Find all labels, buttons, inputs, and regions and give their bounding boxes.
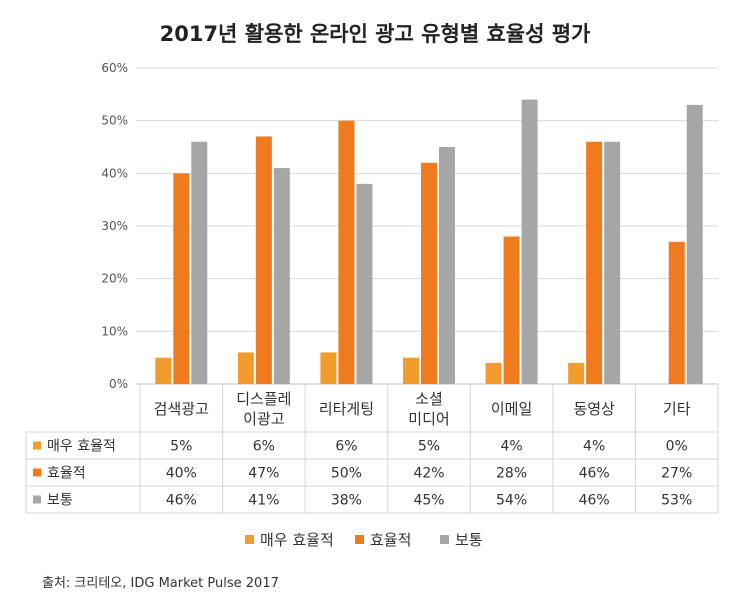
bar bbox=[403, 357, 419, 384]
chart-title: 2017년 활용한 온라인 광고 유형별 효율성 평가 bbox=[159, 22, 591, 46]
category-label: 동영상 bbox=[573, 400, 615, 418]
legend-label: 효율적 bbox=[370, 531, 411, 549]
data-label: 45% bbox=[413, 493, 444, 509]
data-label: 5% bbox=[418, 439, 440, 455]
data-label: 46% bbox=[166, 493, 197, 509]
data-label: 27% bbox=[661, 466, 692, 482]
bar bbox=[155, 357, 172, 384]
data-label: 41% bbox=[248, 493, 279, 509]
data-label: 38% bbox=[331, 493, 362, 509]
bar bbox=[421, 162, 437, 384]
y-tick-label: 40% bbox=[101, 166, 128, 180]
y-tick-label: 60% bbox=[101, 61, 128, 75]
data-label: 42% bbox=[413, 466, 444, 482]
bar bbox=[237, 352, 254, 384]
data-label: 6% bbox=[335, 439, 357, 455]
data-label: 40% bbox=[166, 466, 197, 482]
data-label: 50% bbox=[331, 466, 362, 482]
legend-key bbox=[440, 535, 449, 544]
bar bbox=[338, 120, 355, 385]
legend-key bbox=[355, 535, 364, 544]
data-label: 6% bbox=[253, 439, 275, 455]
table-legend-key bbox=[33, 468, 41, 477]
y-tick-label: 30% bbox=[101, 219, 128, 233]
category-label: 디스플레 bbox=[236, 390, 291, 408]
data-label: 4% bbox=[500, 439, 522, 455]
bar bbox=[255, 136, 272, 384]
bar bbox=[503, 236, 520, 384]
bar bbox=[191, 141, 208, 384]
bar bbox=[320, 352, 337, 384]
legend-label: 보통 bbox=[455, 531, 483, 549]
data-label: 47% bbox=[248, 466, 279, 482]
bar bbox=[173, 173, 190, 384]
category-label: 리타게팅 bbox=[319, 400, 374, 418]
bar bbox=[273, 168, 290, 384]
bar bbox=[439, 147, 455, 384]
data-label: 4% bbox=[583, 439, 605, 455]
source-note: 출처: 크리테오, IDG Market Pulse 2017 bbox=[42, 576, 279, 591]
category-label: 소셜 bbox=[415, 390, 443, 408]
category-label: 검색광고 bbox=[154, 400, 209, 418]
bar bbox=[568, 362, 585, 384]
bar bbox=[485, 362, 502, 384]
data-label: 46% bbox=[579, 466, 610, 482]
legend-key bbox=[245, 535, 254, 544]
data-label: 53% bbox=[661, 493, 692, 509]
bar bbox=[356, 183, 373, 384]
data-label: 5% bbox=[170, 439, 192, 455]
category-label: 이광고 bbox=[243, 410, 284, 428]
series-name: 효율적 bbox=[47, 466, 86, 482]
bar bbox=[686, 104, 703, 384]
data-label: 0% bbox=[666, 439, 688, 455]
table-legend-key bbox=[33, 441, 41, 450]
series-name: 매우 효율적 bbox=[47, 439, 116, 455]
bar bbox=[586, 141, 603, 384]
data-label: 46% bbox=[579, 493, 610, 509]
y-tick-label: 50% bbox=[101, 114, 128, 128]
legend-label: 매우 효율적 bbox=[260, 531, 334, 549]
y-tick-label: 10% bbox=[101, 324, 128, 338]
bar bbox=[604, 141, 621, 384]
table-legend-key bbox=[33, 495, 41, 504]
category-label: 이메일 bbox=[491, 400, 532, 418]
y-tick-label: 20% bbox=[101, 272, 128, 286]
y-tick-label: 0% bbox=[109, 377, 128, 391]
data-label: 28% bbox=[496, 466, 527, 482]
bar bbox=[668, 241, 685, 384]
bar bbox=[521, 99, 538, 384]
data-label: 54% bbox=[496, 493, 527, 509]
category-label: 기타 bbox=[663, 400, 691, 418]
series-name: 보통 bbox=[47, 493, 73, 509]
category-label: 미디어 bbox=[408, 410, 449, 428]
